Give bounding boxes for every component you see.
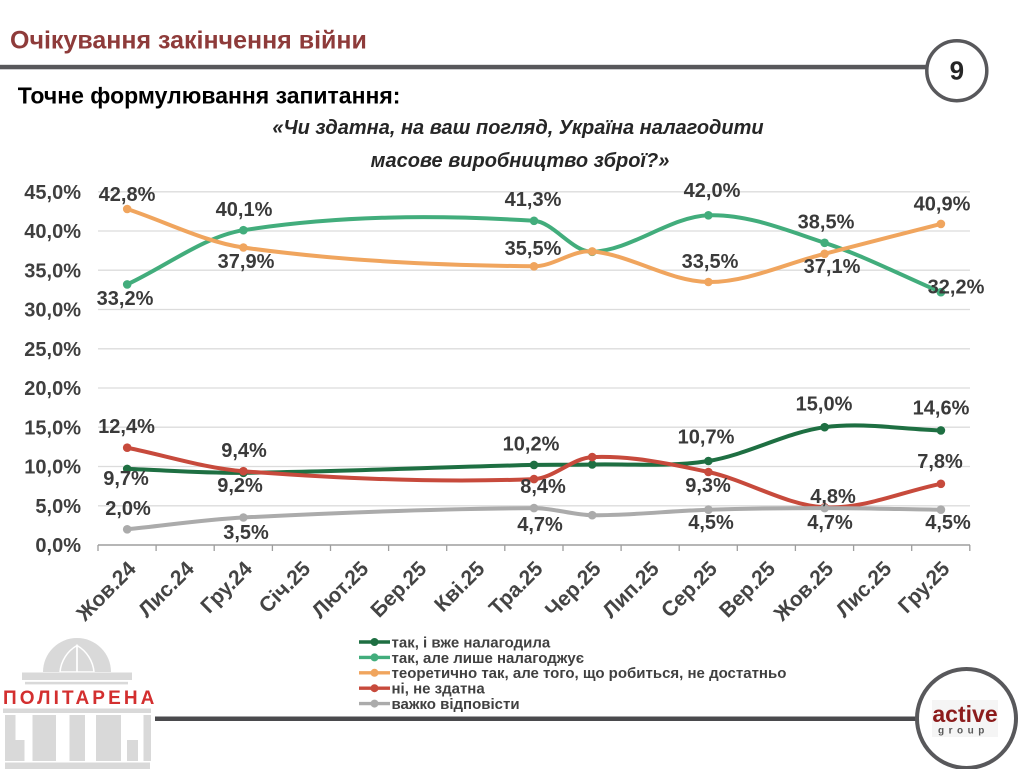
svg-text:42,0%: 42,0%: [684, 180, 741, 202]
svg-text:важко відповісти: важко відповісти: [392, 696, 520, 713]
svg-text:40,9%: 40,9%: [914, 194, 971, 216]
svg-text:32,2%: 32,2%: [928, 277, 985, 299]
svg-text:9,3%: 9,3%: [685, 475, 731, 497]
svg-text:9: 9: [950, 56, 964, 86]
svg-text:4,8%: 4,8%: [810, 486, 856, 508]
svg-text:40,0%: 40,0%: [24, 221, 81, 243]
svg-text:33,5%: 33,5%: [682, 251, 739, 273]
svg-text:37,1%: 37,1%: [804, 256, 861, 278]
svg-text:7,8%: 7,8%: [917, 451, 963, 473]
svg-text:4,5%: 4,5%: [925, 512, 971, 534]
svg-text:42,8%: 42,8%: [99, 184, 156, 206]
svg-text:40,1%: 40,1%: [216, 199, 273, 221]
svg-text:15,0%: 15,0%: [796, 394, 853, 416]
svg-text:38,5%: 38,5%: [798, 212, 855, 234]
svg-text:41,3%: 41,3%: [505, 189, 562, 211]
svg-text:ПОЛІТАРЕНА: ПОЛІТАРЕНА: [3, 688, 158, 709]
svg-text:теоретично так, але того, що р: теоретично так, але того, що робиться, н…: [392, 665, 787, 682]
svg-text:10,2%: 10,2%: [503, 434, 560, 456]
svg-text:5,0%: 5,0%: [35, 496, 81, 518]
svg-text:35,5%: 35,5%: [505, 238, 562, 260]
svg-text:10,7%: 10,7%: [678, 427, 735, 449]
svg-text:2,0%: 2,0%: [105, 498, 151, 520]
svg-text:«Чи здатна, на ваш погляд, Укр: «Чи здатна, на ваш погляд, Україна налаг…: [272, 117, 763, 139]
svg-text:3,5%: 3,5%: [223, 522, 269, 544]
svg-text:33,2%: 33,2%: [97, 288, 154, 310]
svg-text:37,9%: 37,9%: [218, 251, 275, 273]
svg-text:12,4%: 12,4%: [98, 416, 155, 438]
svg-text:Очікування закінчення війни: Очікування закінчення війни: [10, 27, 367, 55]
svg-text:9,7%: 9,7%: [103, 468, 149, 490]
svg-text:Точне формулювання запитання:: Точне формулювання запитання:: [18, 83, 401, 109]
svg-text:45,0%: 45,0%: [24, 182, 81, 204]
svg-text:так, але лише налагоджує: так, але лише налагоджує: [392, 650, 585, 667]
svg-text:active: active: [932, 701, 997, 727]
svg-text:group: group: [938, 726, 989, 737]
svg-text:8,4%: 8,4%: [520, 476, 566, 498]
svg-text:15,0%: 15,0%: [24, 417, 81, 439]
svg-text:14,6%: 14,6%: [913, 398, 970, 420]
svg-text:так, і вже налагодила: так, і вже налагодила: [392, 634, 551, 651]
svg-text:4,7%: 4,7%: [807, 512, 853, 534]
svg-text:масове виробництво зброї?»: масове виробництво зброї?»: [371, 150, 670, 172]
svg-text:9,4%: 9,4%: [221, 440, 267, 462]
svg-text:4,7%: 4,7%: [517, 514, 563, 536]
svg-text:30,0%: 30,0%: [24, 300, 81, 322]
svg-text:20,0%: 20,0%: [24, 378, 81, 400]
svg-text:0,0%: 0,0%: [35, 535, 81, 557]
svg-text:ні, не здатна: ні, не здатна: [392, 681, 486, 698]
svg-text:9,2%: 9,2%: [217, 475, 263, 497]
svg-text:25,0%: 25,0%: [24, 339, 81, 361]
svg-text:10,0%: 10,0%: [24, 457, 81, 479]
svg-text:35,0%: 35,0%: [24, 260, 81, 282]
svg-text:4,5%: 4,5%: [688, 512, 734, 534]
